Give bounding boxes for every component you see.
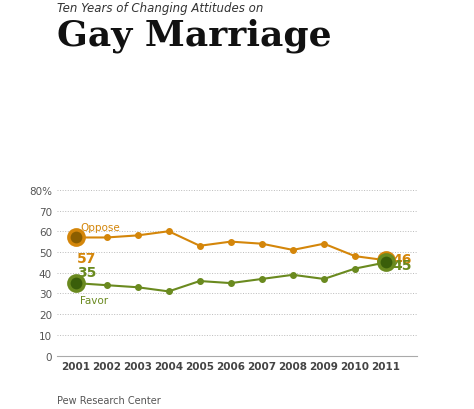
Text: 45: 45 — [392, 259, 412, 273]
Text: Pew Research Center: Pew Research Center — [57, 395, 161, 405]
Text: Oppose: Oppose — [80, 223, 120, 233]
Text: Favor: Favor — [80, 295, 108, 305]
Text: 46: 46 — [392, 253, 411, 267]
Text: 35: 35 — [77, 265, 96, 279]
Text: Gay Marriage: Gay Marriage — [57, 18, 331, 53]
Text: 57: 57 — [77, 252, 96, 265]
Text: Ten Years of Changing Attitudes on: Ten Years of Changing Attitudes on — [57, 2, 263, 15]
